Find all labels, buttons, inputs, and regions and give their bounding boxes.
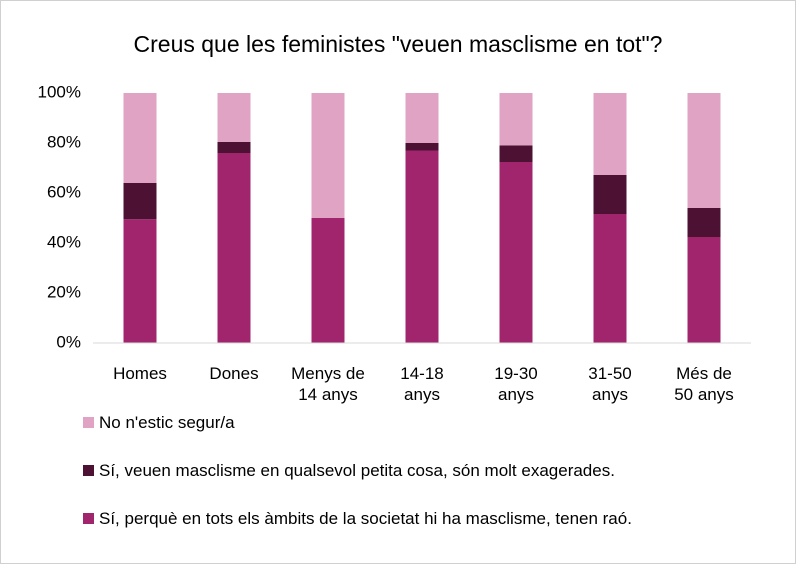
y-tick-label: 100% bbox=[38, 82, 81, 101]
bar-segment bbox=[405, 93, 439, 143]
bar-segment bbox=[217, 142, 251, 153]
bar-segment bbox=[687, 208, 721, 237]
legend-swatch bbox=[83, 465, 94, 476]
x-tick-label: 19-30 anys bbox=[494, 364, 538, 404]
x-tick-label: 31-50 anys bbox=[588, 364, 632, 404]
bar-segment bbox=[217, 153, 251, 343]
y-tick-label: 80% bbox=[47, 132, 81, 151]
bar-segment bbox=[593, 93, 627, 175]
bar-segment bbox=[405, 150, 439, 343]
legend-entry: Sí, perquè en tots els àmbits de la soci… bbox=[83, 508, 743, 530]
x-tick-label: Dones bbox=[209, 364, 259, 383]
legend-swatch bbox=[83, 417, 94, 428]
bar-segment bbox=[311, 218, 345, 343]
y-tick-label: 20% bbox=[47, 282, 81, 301]
bar-segment bbox=[217, 93, 251, 142]
bar-segment bbox=[405, 143, 439, 151]
y-tick-label: 0% bbox=[56, 332, 81, 351]
bar-segment bbox=[123, 219, 157, 343]
legend-entry: Sí, veuen masclisme en qualsevol petita … bbox=[83, 460, 743, 482]
bar-segment bbox=[499, 93, 533, 146]
legend-entry: No n'estic segur/a bbox=[83, 412, 743, 434]
y-tick-label: 60% bbox=[47, 182, 81, 201]
x-tick-label: 14-18 anys bbox=[400, 364, 444, 404]
bar-segment bbox=[123, 93, 157, 183]
bar-segment bbox=[593, 214, 627, 343]
legend-label: No n'estic segur/a bbox=[99, 413, 235, 432]
bar-segment bbox=[123, 183, 157, 220]
legend-label: Sí, perquè en tots els àmbits de la soci… bbox=[99, 509, 632, 528]
bar-segment bbox=[311, 93, 345, 218]
bar-segment bbox=[499, 145, 533, 162]
bar-segment bbox=[499, 162, 533, 343]
bar-segment bbox=[687, 237, 721, 343]
y-tick-label: 40% bbox=[47, 232, 81, 251]
x-tick-label: Homes bbox=[113, 364, 167, 383]
legend-swatch bbox=[83, 513, 94, 524]
x-tick-label: Menys de 14 anys bbox=[291, 364, 365, 404]
legend-label: Sí, veuen masclisme en qualsevol petita … bbox=[99, 461, 615, 480]
chart-title: Creus que les feministes "veuen masclism… bbox=[134, 31, 663, 57]
bar-segment bbox=[687, 93, 721, 208]
bar-segment bbox=[593, 175, 627, 214]
x-tick-label: Més de 50 anys bbox=[674, 364, 734, 404]
